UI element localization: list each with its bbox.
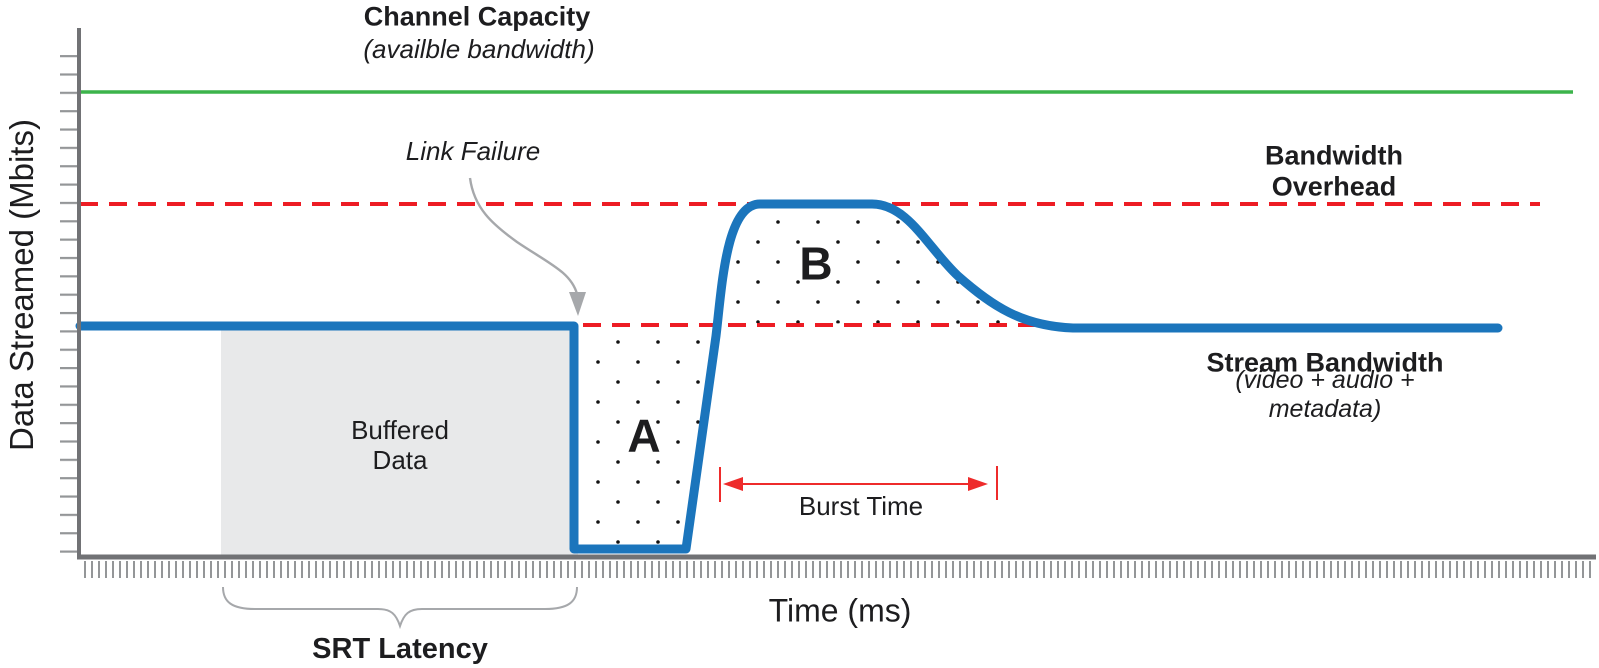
region-a-label: A	[627, 409, 661, 462]
x-axis-label: Time (ms)	[768, 592, 912, 629]
region-b-dotted-area	[719, 209, 1060, 324]
stream-bandwidth-curve	[75, 199, 1503, 554]
link-failure-arrow	[468, 177, 579, 295]
bandwidth-overhead-label: Bandwidth Overhead	[1265, 140, 1403, 202]
buffered-data-label: Buffered Data	[351, 414, 449, 475]
y-axis-label: Data Streamed (Mbits)	[2, 119, 40, 451]
burst-time-left-arrowhead-icon	[723, 477, 743, 491]
buffered-data-region	[221, 330, 578, 556]
link-failure-arrowhead-icon	[569, 292, 586, 316]
burst-time-arrow	[719, 466, 998, 502]
srt-latency-brace	[222, 586, 578, 630]
stream-bandwidth-subtitle: (video + audio + metadata)	[1235, 366, 1415, 423]
link-failure-label: Link Failure	[405, 135, 541, 166]
x-axis-ticks	[79, 561, 1596, 578]
srt-latency-label: SRT Latency	[312, 633, 488, 666]
region-b-label: B	[799, 237, 833, 290]
y-axis-ticks	[60, 40, 78, 557]
stream-bandwidth-title: Stream Bandwidth	[1206, 347, 1444, 378]
burst-time-label: Burst Time	[798, 490, 924, 521]
channel-capacity-subtitle: (availble bandwidth)	[363, 33, 595, 64]
burst-time-right-arrowhead-icon	[968, 477, 988, 491]
channel-capacity-title: Channel Capacity	[363, 1, 591, 32]
region-a-dotted-area	[582, 327, 716, 546]
